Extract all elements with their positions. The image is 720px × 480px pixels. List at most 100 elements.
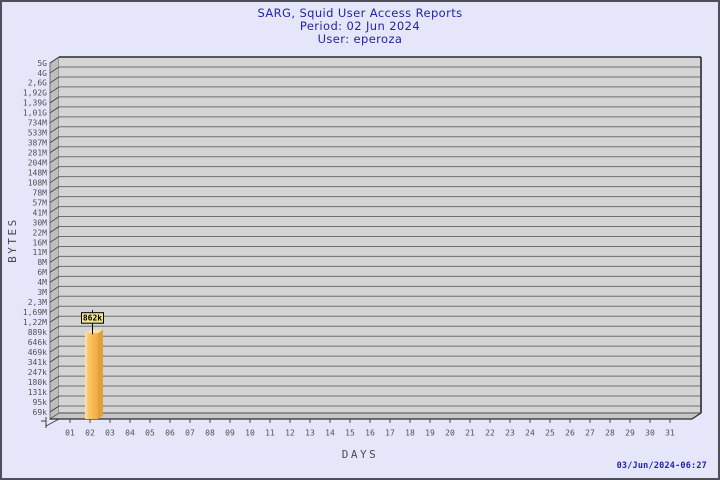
y-tick-label: 204M — [28, 159, 47, 168]
y-tick — [49, 156, 60, 164]
x-tick-label: 26 — [565, 429, 575, 438]
y-tick — [49, 335, 60, 343]
x-tick-label: 19 — [425, 429, 435, 438]
x-tick-label: 27 — [585, 429, 595, 438]
y-tick-label: 281M — [28, 149, 47, 158]
x-tick-label: 10 — [245, 429, 255, 438]
y-tick-label: 95k — [33, 398, 48, 407]
y-tick-label: 148M — [28, 168, 47, 177]
y-tick-label: 533M — [28, 129, 47, 138]
y-tick-label: 22M — [33, 228, 48, 237]
y-tick-label: 1,69M — [23, 308, 47, 317]
bar-value-label: 862k — [83, 314, 102, 323]
x-tick-label: 09 — [225, 429, 235, 438]
y-tick-label: 2,6G — [28, 79, 47, 88]
floor-3d — [48, 412, 703, 420]
y-tick — [49, 216, 60, 223]
x-tick-label: 30 — [645, 429, 655, 438]
y-tick — [49, 256, 60, 263]
y-tick — [49, 246, 60, 253]
y-tick-label: 3M — [37, 288, 47, 297]
y-tick-label: 1,39G — [23, 99, 47, 108]
x-tick-label: 31 — [665, 429, 675, 438]
y-tick — [49, 176, 60, 183]
y-tick — [49, 206, 60, 213]
y-tick-label: 8M — [37, 258, 47, 267]
y-tick-label: 41M — [33, 208, 48, 217]
y-tick — [49, 295, 60, 303]
y-tick — [49, 96, 60, 104]
y-tick-label: 1,22M — [23, 318, 47, 327]
bar-top-face — [85, 329, 103, 334]
y-tick — [49, 196, 60, 203]
y-tick — [49, 126, 60, 134]
y-tick-label: 4G — [37, 69, 47, 78]
y-tick — [49, 106, 60, 114]
y-tick-label: 4M — [37, 278, 47, 287]
plot-area — [59, 57, 701, 413]
y-tick — [49, 86, 60, 94]
y-tick — [49, 375, 60, 383]
bar-side-face — [98, 329, 103, 419]
y-tick — [49, 266, 60, 273]
y-tick — [49, 325, 60, 333]
chart-title: SARG, Squid User Access Reports — [257, 6, 463, 20]
x-tick-label: 25 — [545, 429, 555, 438]
y-tick-label: 889k — [28, 328, 47, 337]
y-tick-label: 131k — [28, 388, 47, 397]
y-tick-label: 2,3M — [28, 298, 47, 307]
y-tick-label: 78M — [33, 188, 48, 197]
y-tick — [49, 395, 60, 403]
y-tick — [49, 405, 60, 413]
y-tick — [49, 345, 60, 353]
chart-title-block: SARG, Squid User Access Reports Period: … — [2, 7, 718, 46]
chart-period: Period: 02 Jun 2024 — [299, 19, 421, 33]
y-tick-label: 69k — [33, 408, 48, 417]
x-tick-label: 22 — [485, 429, 495, 438]
x-tick-label: 03 — [105, 429, 115, 438]
x-tick-label: 28 — [605, 429, 615, 438]
x-tick-label: 12 — [285, 429, 295, 438]
y-tick-label: 247k — [28, 368, 47, 377]
report-timestamp: 03/Jun/2024-06:27 — [616, 461, 707, 471]
y-tick-label: 108M — [28, 178, 47, 187]
x-tick-label: 15 — [345, 429, 355, 438]
y-tick-label: 1,01G — [23, 109, 47, 118]
y-tick-label: 734M — [28, 119, 47, 128]
x-tick-label: 11 — [265, 429, 275, 438]
y-tick — [49, 166, 60, 174]
y-tick-label: 6M — [37, 268, 47, 277]
x-tick-label: 08 — [205, 429, 215, 438]
x-tick-label: 01 — [65, 429, 75, 438]
origin-axis-diagonal — [45, 418, 60, 427]
y-tick-label: 1,92G — [23, 89, 47, 98]
y-tick-label: 16M — [33, 238, 48, 247]
y-tick-label: 469k — [28, 348, 47, 357]
x-tick-label: 07 — [185, 429, 195, 438]
value-label-box — [81, 312, 104, 324]
x-tick-label: 29 — [625, 429, 635, 438]
x-tick-label: 14 — [325, 429, 335, 438]
left-wall-3d — [49, 56, 60, 420]
y-tick — [49, 56, 60, 64]
y-tick-label: 5G — [37, 59, 47, 68]
x-tick-label: 13 — [305, 429, 315, 438]
y-axis-title: BYTES — [6, 217, 19, 263]
y-tick — [49, 355, 60, 363]
y-tick — [49, 276, 60, 283]
y-tick-label: 646k — [28, 338, 47, 347]
y-tick-label: 180k — [28, 378, 47, 387]
y-tick — [49, 385, 60, 393]
x-tick-label: 05 — [145, 429, 155, 438]
y-tick — [49, 286, 60, 293]
y-tick — [49, 315, 60, 323]
y-tick-label: 341k — [28, 358, 47, 367]
y-tick — [49, 226, 60, 233]
y-tick-label: 30M — [33, 218, 48, 227]
y-tick — [49, 236, 60, 243]
x-tick-label: 17 — [385, 429, 395, 438]
y-tick-label: 387M — [28, 139, 47, 148]
y-tick — [49, 136, 60, 144]
